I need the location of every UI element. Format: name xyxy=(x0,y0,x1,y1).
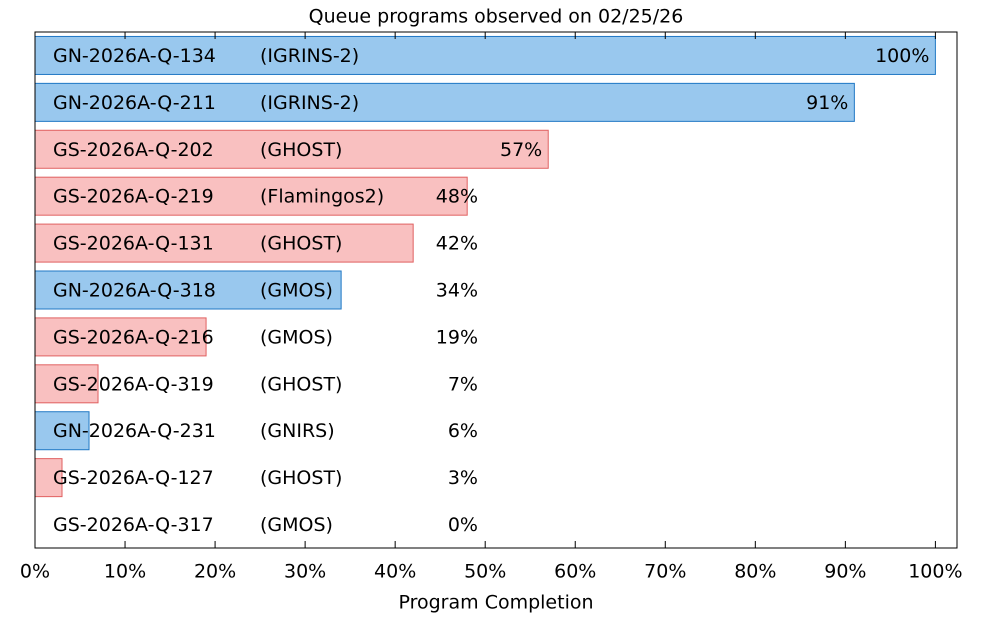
x-tick-label: 20% xyxy=(194,561,236,583)
x-tick-label: 80% xyxy=(734,561,776,583)
bar xyxy=(34,270,342,310)
instrument-label: (GMOS) xyxy=(260,326,333,348)
value-label: 0% xyxy=(448,514,478,536)
category-label: GN-2026A-Q-211 xyxy=(53,92,216,114)
bar xyxy=(34,82,855,122)
value-label: 48% xyxy=(436,186,478,208)
x-tick-label: 90% xyxy=(824,561,866,583)
x-tick-label: 40% xyxy=(374,561,416,583)
x-tick-label: 10% xyxy=(104,561,146,583)
x-tick-label: 30% xyxy=(284,561,326,583)
category-label: GS-2026A-Q-127 xyxy=(53,467,214,489)
category-label: GN-2026A-Q-134 xyxy=(53,45,216,67)
bar xyxy=(34,129,549,169)
value-label: 7% xyxy=(448,373,478,395)
instrument-label: (GHOST) xyxy=(260,373,342,395)
x-tick-label: 60% xyxy=(554,561,596,583)
x-tick-label: 70% xyxy=(644,561,686,583)
x-tick-label: 50% xyxy=(464,561,506,583)
category-label: GS-2026A-Q-131 xyxy=(53,233,214,255)
value-label: 3% xyxy=(448,467,478,489)
bar xyxy=(34,223,414,263)
instrument-label: (Flamingos2) xyxy=(260,186,384,208)
category-label: GS-2026A-Q-202 xyxy=(53,139,214,161)
instrument-label: (IGRINS-2) xyxy=(260,45,359,67)
value-label: 6% xyxy=(448,420,478,442)
instrument-label: (GHOST) xyxy=(260,233,342,255)
plot-frame xyxy=(34,31,958,549)
x-tick-label: 0% xyxy=(20,561,50,583)
category-label: GS-2026A-Q-219 xyxy=(53,186,214,208)
instrument-label: (IGRINS-2) xyxy=(260,92,359,114)
value-label: 34% xyxy=(436,280,478,302)
bar xyxy=(34,317,207,357)
bar xyxy=(34,35,936,75)
instrument-label: (GMOS) xyxy=(260,514,333,536)
value-label: 100% xyxy=(875,45,929,67)
category-label: GS-2026A-Q-319 xyxy=(53,373,214,395)
category-label: GS-2026A-Q-317 xyxy=(53,514,214,536)
chart-title: Queue programs observed on 02/25/26 xyxy=(309,6,684,28)
value-label: 19% xyxy=(436,326,478,348)
instrument-label: (GHOST) xyxy=(260,467,342,489)
value-label: 57% xyxy=(500,139,542,161)
x-tick-label: 100% xyxy=(908,561,962,583)
value-label: 91% xyxy=(806,92,848,114)
category-label: GN-2026A-Q-318 xyxy=(53,280,216,302)
instrument-label: (GHOST) xyxy=(260,139,342,161)
x-axis-label: Program Completion xyxy=(398,592,593,614)
bar xyxy=(34,176,468,216)
category-label: GS-2026A-Q-216 xyxy=(53,326,214,348)
value-label: 42% xyxy=(436,233,478,255)
instrument-label: (GNIRS) xyxy=(260,420,335,442)
instrument-label: (GMOS) xyxy=(260,280,333,302)
category-label: GN-2026A-Q-231 xyxy=(53,420,216,442)
